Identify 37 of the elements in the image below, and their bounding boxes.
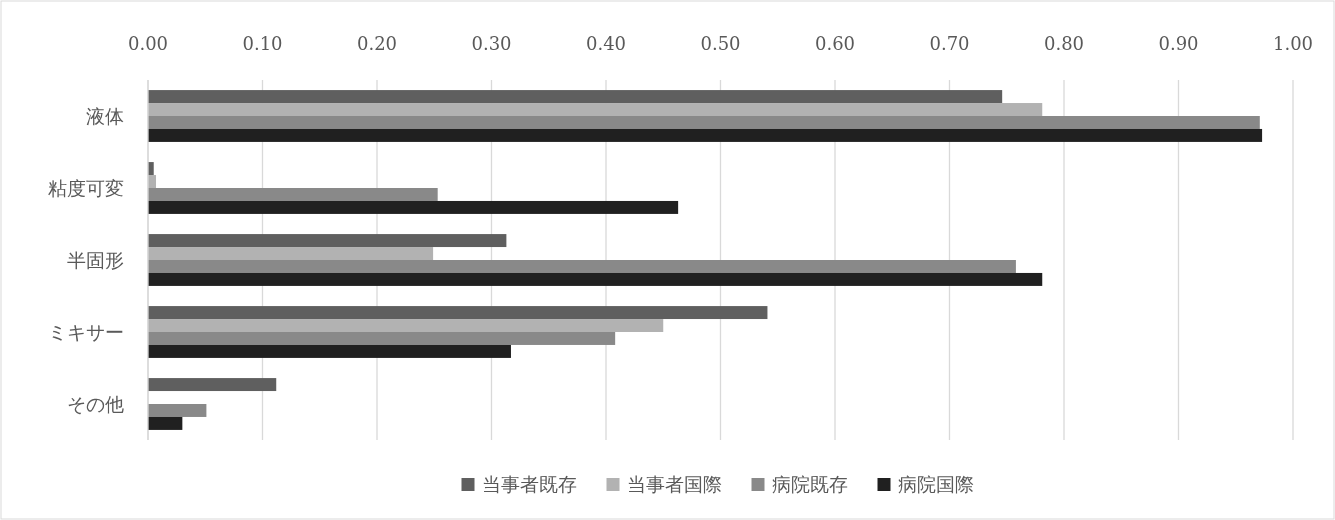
bar: [148, 200, 679, 214]
bar: [148, 306, 768, 320]
x-tick-label: 0.00: [127, 33, 169, 54]
bar: [148, 260, 1016, 273]
x-tick-label: 0.30: [471, 33, 512, 54]
legend-label: 病院国際: [897, 473, 974, 495]
x-tick-label: 0.80: [1043, 33, 1085, 54]
bar: [148, 116, 1260, 129]
x-tick-label: 0.20: [356, 33, 398, 54]
bar: [148, 234, 507, 248]
bar: [148, 90, 1003, 104]
x-tick-label: 0.60: [814, 33, 856, 54]
x-tick-label: 0.70: [929, 33, 970, 54]
y-tick-label: 粘度可変: [48, 177, 124, 199]
bar: [148, 272, 1043, 286]
x-tick-label: 0.50: [700, 33, 741, 54]
y-tick-label: ミキサー: [48, 321, 124, 343]
bar: [148, 378, 277, 392]
bar: [148, 128, 1263, 142]
bar: [148, 332, 616, 345]
bar: [148, 319, 664, 332]
bar: [148, 247, 434, 260]
bar: [148, 103, 1043, 116]
x-tick-label: 0.90: [1158, 33, 1199, 54]
y-tick-label: 半固形: [67, 249, 124, 271]
legend-label: 当事者既存: [481, 473, 577, 495]
legend-label: 当事者国際: [626, 473, 722, 495]
bar: [148, 344, 511, 358]
y-tick-label: その他: [67, 393, 124, 415]
y-tick-label: 液体: [86, 105, 124, 127]
x-tick-label: 0.40: [585, 33, 627, 54]
bar: [148, 416, 183, 430]
legend-label: 病院既存: [771, 473, 848, 495]
x-tick-label: 0.10: [242, 33, 283, 54]
bar: [148, 188, 438, 201]
x-tick-label: 1.00: [1272, 33, 1314, 54]
bar: [148, 404, 207, 417]
